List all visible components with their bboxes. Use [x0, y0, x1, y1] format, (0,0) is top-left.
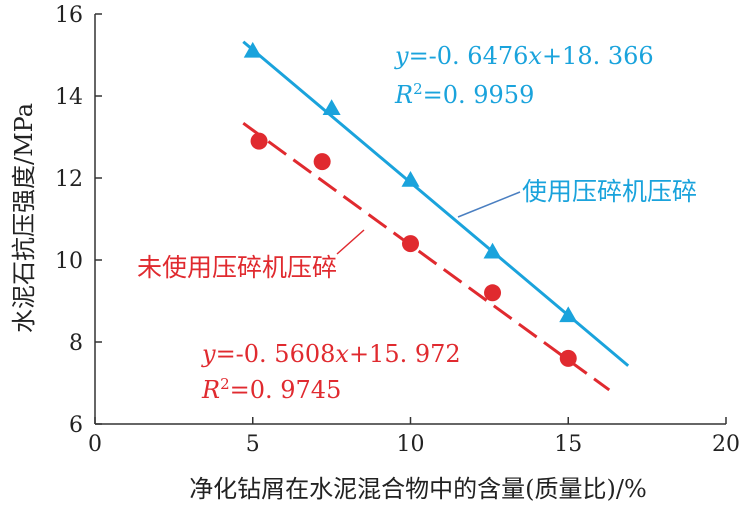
data-point-triangle-0: [243, 41, 262, 58]
ticks: 0 5 10 15 20 6 8 10 12 14 16: [55, 3, 740, 457]
data-point-circle-2: [402, 235, 419, 253]
x-tick-label-2: 10: [397, 432, 425, 457]
y-axis-title: 水泥石抗压强度/MPa: [10, 103, 38, 333]
x-tick-label-0: 0: [88, 432, 102, 457]
series-1: [242, 122, 611, 392]
series-label-uncrushed-leader: [336, 229, 365, 255]
data-point-triangle-4: [559, 306, 578, 323]
equation-uncrushed-x: x: [335, 340, 349, 368]
x-axis-title: 净化钻屑在水泥混合物中的含量(质量比)/%: [189, 475, 647, 503]
equation-crushed-intercept: +18. 366: [542, 42, 654, 70]
equation-crushed-x: x: [528, 42, 542, 70]
r2-uncrushed-value: =0. 9745: [230, 376, 342, 404]
equation-uncrushed-y: y: [201, 340, 216, 368]
data-point-triangle-1: [322, 99, 341, 116]
data-point-circle-1: [313, 153, 331, 171]
y-tick-label-3: 12: [55, 167, 83, 192]
series-label-uncrushed: 未使用压碎机压碎: [137, 253, 337, 282]
r2-crushed-value: =0. 9959: [423, 81, 535, 109]
equation-uncrushed-intercept: +15. 972: [349, 340, 461, 368]
y-tick-label-5: 16: [55, 3, 83, 28]
r2-uncrushed: R2=0. 9745: [201, 375, 341, 404]
r2-crushed-label: R: [394, 81, 413, 109]
x-tick-label-1: 5: [246, 432, 260, 457]
series-0: [242, 40, 630, 367]
y-tick-label-2: 10: [55, 249, 83, 274]
equation-crushed: y=-0. 6476x+18. 366: [394, 42, 654, 70]
equation-uncrushed: y=-0. 5608x+15. 972: [201, 340, 461, 368]
y-tick-label-0: 6: [69, 413, 83, 438]
data-point-circle-4: [559, 349, 577, 367]
series-label-crushed-leader: [457, 191, 521, 218]
equation-crushed-slope: =-0. 6476: [409, 42, 529, 70]
equation-uncrushed-slope: =-0. 5608: [216, 340, 336, 368]
y-tick-label-4: 14: [55, 85, 83, 110]
data-point-circle-0: [250, 132, 268, 150]
r2-crushed: R2=0. 9959: [394, 80, 534, 109]
r2-crushed-sup: 2: [413, 80, 423, 98]
data-point-triangle-3: [483, 242, 502, 259]
fit-line-0: [242, 40, 630, 367]
series-layer: [242, 40, 630, 392]
x-tick-label-3: 15: [554, 432, 582, 457]
x-tick-label-4: 20: [712, 432, 740, 457]
data-point-circle-3: [484, 284, 502, 302]
series-label-crushed: 使用压碎机压碎: [522, 177, 697, 206]
r2-uncrushed-label: R: [201, 376, 220, 404]
equation-crushed-y: y: [394, 42, 409, 70]
data-point-triangle-2: [401, 171, 420, 187]
y-tick-label-1: 8: [69, 331, 83, 356]
fit-line-1: [242, 122, 611, 392]
r2-uncrushed-sup: 2: [220, 375, 230, 393]
